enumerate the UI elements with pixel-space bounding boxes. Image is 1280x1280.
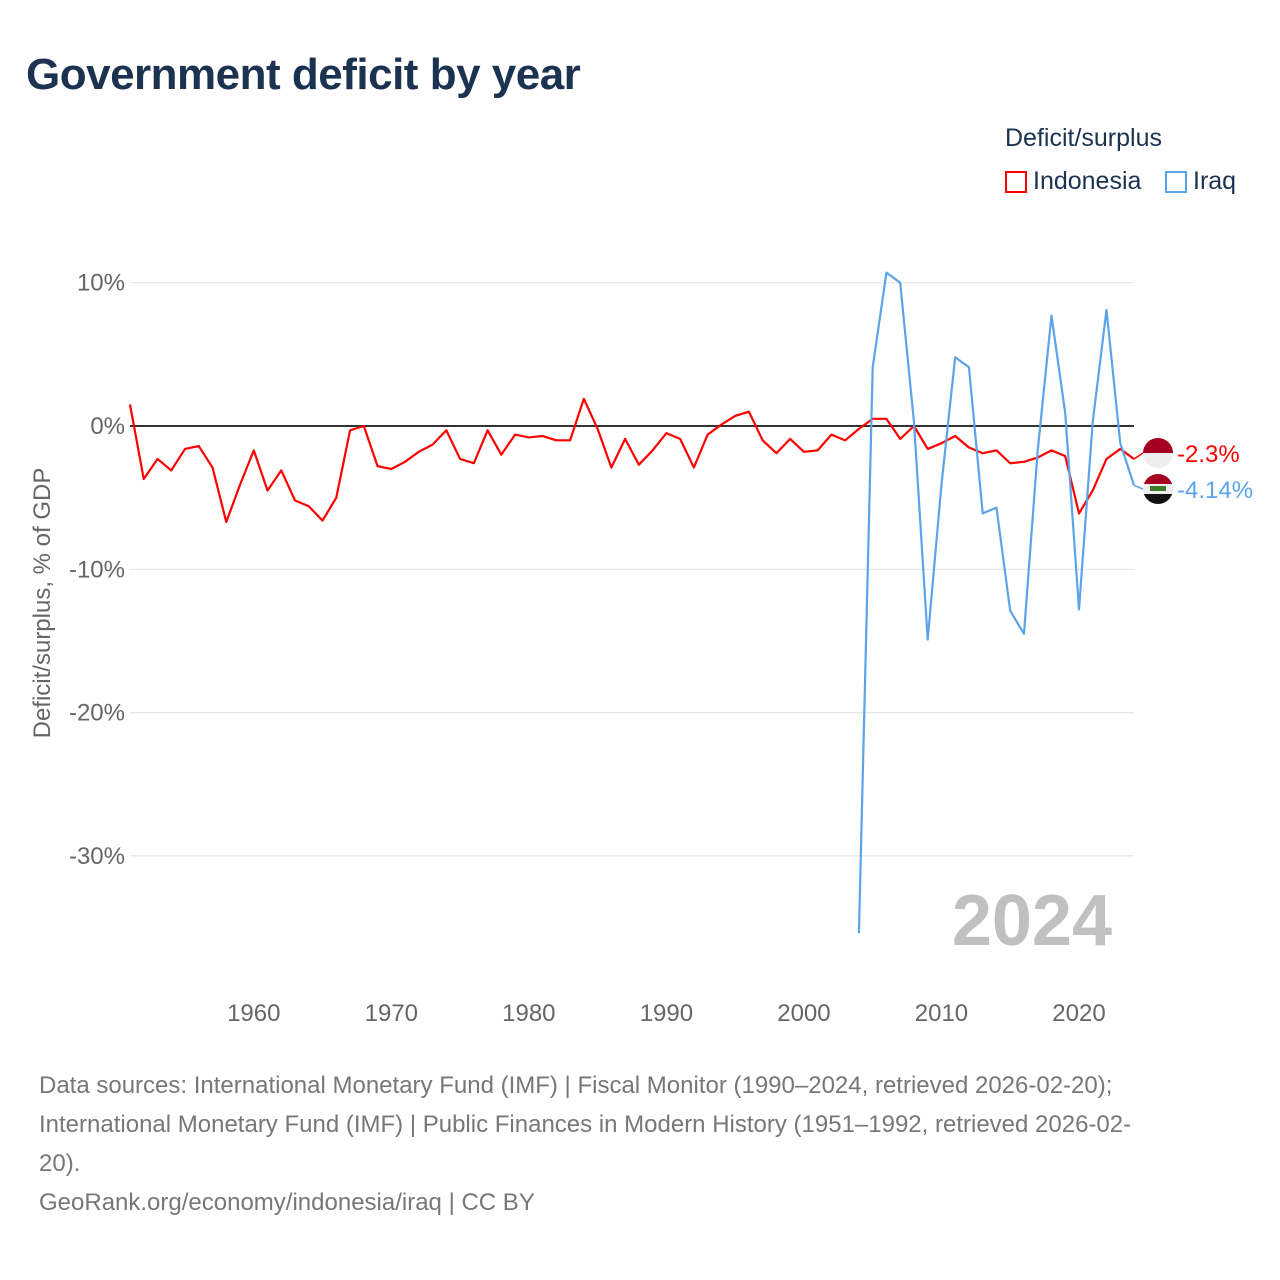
legend-swatch-iraq (1165, 170, 1187, 193)
series-line-indonesia (128, 397, 1135, 524)
end-value-label: -4.14% (1177, 477, 1253, 504)
year-watermark: 2024 (952, 881, 1112, 961)
y-tick-label: -30% (69, 843, 125, 870)
source-line: Data sources: International Monetary Fun… (39, 1072, 1113, 1099)
y-axis-label: Deficit/surplus, % of GDP (29, 468, 56, 739)
flag-iraq-icon (1143, 474, 1173, 504)
x-tick-label: 1960 (227, 1000, 280, 1027)
x-tick-label: 2020 (1052, 1000, 1105, 1027)
series-line-iraq (857, 271, 1136, 934)
legend-label: Indonesia (1033, 167, 1142, 195)
legend-item-iraq[interactable]: Iraq (1165, 167, 1236, 196)
legend-label: Iraq (1193, 167, 1237, 195)
flag-stripe (1143, 453, 1173, 468)
flag-indonesia-icon (1143, 438, 1173, 468)
y-tick-label: 10% (77, 270, 125, 297)
y-tick-label: -10% (69, 556, 125, 583)
source-line: 20). (39, 1150, 81, 1177)
x-tick-label: 2010 (915, 1000, 968, 1027)
line-chart: 10% 0% -10% -20% -30% 1960 1970 1980 1990 2000 201… (29, 270, 1253, 1027)
x-tick-label: 2000 (777, 1000, 830, 1027)
source-link[interactable]: GeoRank.org/economy/indonesia/iraq | CC … (39, 1189, 535, 1216)
y-tick-label: -20% (69, 700, 125, 727)
legend-title: Deficit/surplus (1005, 124, 1162, 152)
x-tick-label: 1980 (502, 1000, 555, 1027)
end-value-label: -2.3% (1177, 441, 1240, 468)
legend-swatch-indonesia (1005, 170, 1027, 193)
sources-footer: Data sources: International Monetary Fun… (39, 1066, 1239, 1222)
flag-stripe (1143, 438, 1173, 453)
x-tick-label: 1990 (640, 1000, 693, 1027)
end-connector (1133, 452, 1144, 460)
flag-stripe (1143, 474, 1173, 484)
flag-emblem (1150, 486, 1166, 491)
end-connector (1133, 484, 1144, 490)
flag-stripe (1143, 494, 1173, 504)
chart-title: Government deficit by year (26, 50, 581, 99)
x-tick-label: 1970 (365, 1000, 418, 1027)
source-line: International Monetary Fund (IMF) | Publ… (39, 1111, 1132, 1138)
y-tick-label: 0% (90, 413, 125, 440)
legend-item-indonesia[interactable]: Indonesia (1005, 167, 1141, 196)
